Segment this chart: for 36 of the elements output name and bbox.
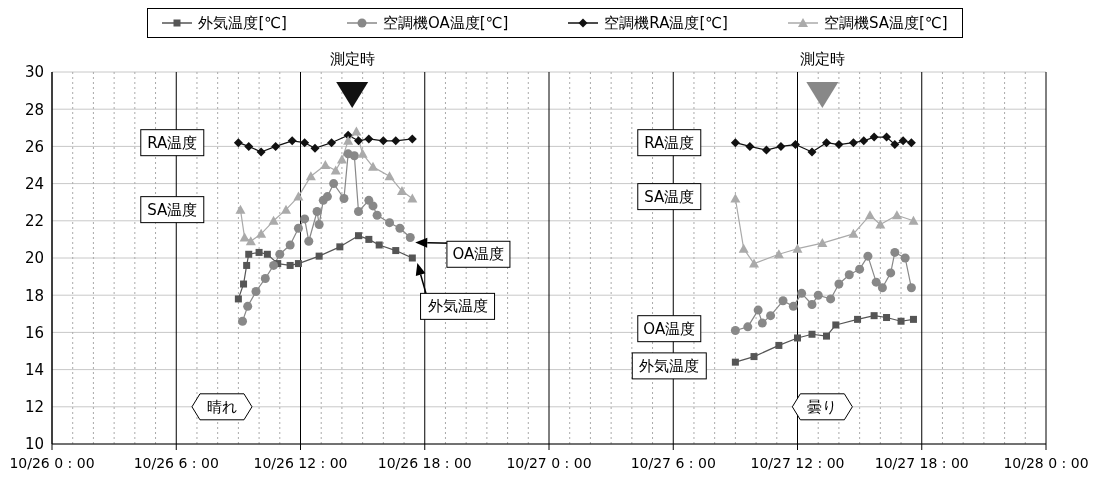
- y-tick-label: 12: [24, 398, 44, 417]
- x-tick-label: 10/26 12 : 00: [253, 455, 348, 471]
- y-tick-label: 24: [24, 174, 44, 193]
- annotation: OA温度: [643, 319, 696, 338]
- y-tick-label: 26: [24, 137, 44, 156]
- annotation: RA温度: [147, 133, 198, 152]
- y-tick-label: 18: [24, 286, 44, 305]
- y-tick-label: 30: [24, 63, 44, 82]
- x-tick-label: 10/27 0 : 00: [506, 455, 592, 471]
- x-tick-label: 10/26 18 : 00: [377, 455, 472, 471]
- legend-label: 空調機RA温度[℃]: [604, 13, 728, 33]
- x-tick-label: 10/27 6 : 00: [630, 455, 716, 471]
- legend-label: 空調機SA温度[℃]: [823, 13, 948, 33]
- annotation: OA温度: [452, 245, 505, 264]
- text: 測定時: [799, 50, 845, 68]
- x-tick-label: 10/26 6 : 00: [133, 455, 219, 471]
- x-tick-label: 10/28 0 : 00: [1003, 455, 1089, 471]
- annotation: SA温度: [644, 187, 695, 206]
- annotation: 外気温度: [639, 356, 700, 375]
- annotation: 外気温度: [427, 297, 488, 316]
- legend-label: 外気温度[℃]: [198, 13, 287, 33]
- x-tick-label: 10/27 12 : 00: [750, 455, 845, 471]
- y-tick-label: 20: [24, 249, 44, 268]
- annotation: SA温度: [147, 200, 198, 219]
- x-tick-label: 10/26 0 : 00: [9, 455, 95, 471]
- annotation: 曇り: [807, 397, 838, 416]
- x-tick-label: 10/27 18 : 00: [874, 455, 969, 471]
- legend-label: 空調機OA温度[℃]: [382, 13, 509, 33]
- y-tick-label: 22: [24, 212, 44, 231]
- annotation: RA温度: [644, 133, 695, 152]
- y-tick-label: 16: [24, 323, 44, 342]
- y-tick-label: 28: [24, 100, 44, 119]
- text: 測定時: [329, 50, 375, 68]
- y-tick-label: 14: [24, 360, 44, 379]
- y-tick-label: 10: [24, 435, 44, 454]
- annotation: 晴れ: [206, 397, 237, 416]
